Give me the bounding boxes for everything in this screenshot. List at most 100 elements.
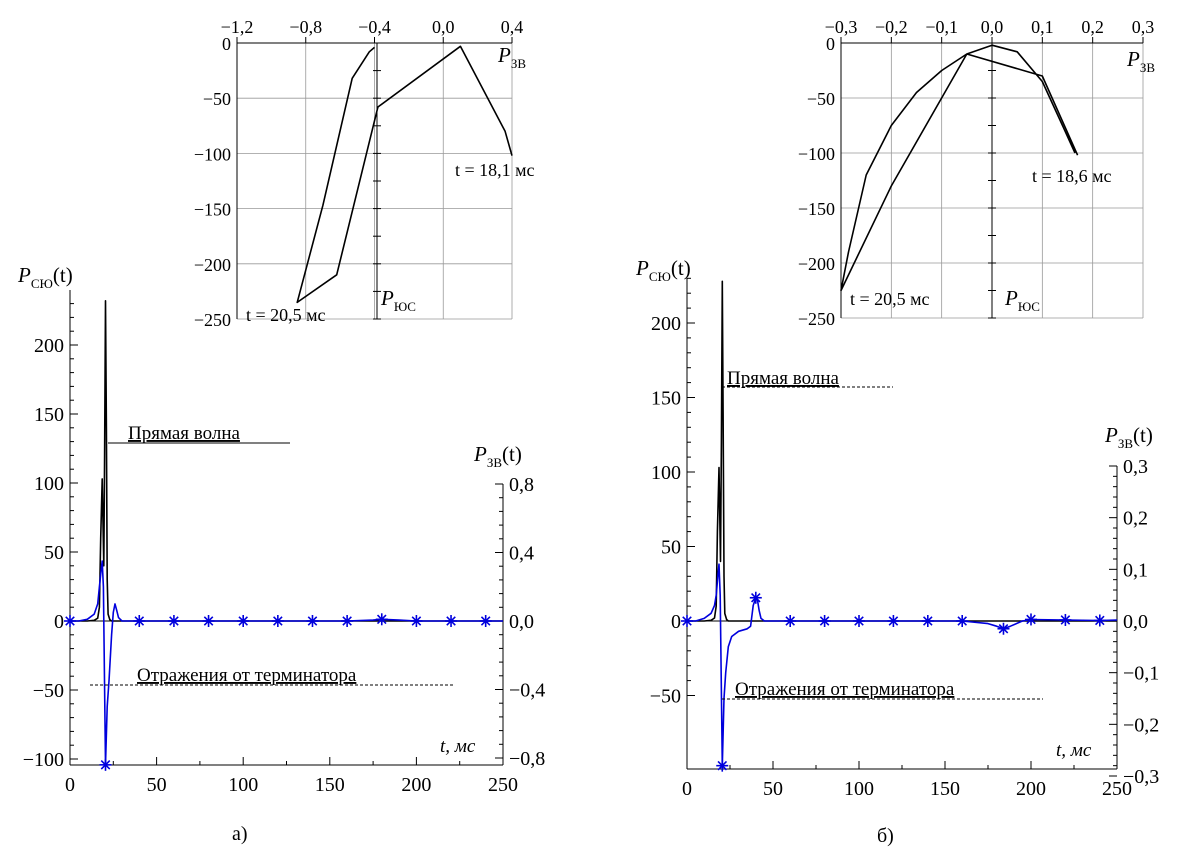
b-inset-trajectory — [840, 44, 1079, 292]
panel-a-annotation-reflect: Отражения от терминатора — [137, 665, 357, 686]
a-series-pzv-marker-stroke — [446, 616, 456, 626]
panel-a-inset-series — [296, 45, 513, 304]
a-ytick-label-left: −50 — [33, 680, 64, 702]
panel-b-inset-ylabel: PЮС — [1004, 286, 1040, 314]
a-ytick-label-right: −0,8 — [509, 748, 545, 770]
a-ytick-label-left: 100 — [34, 473, 64, 495]
a-series-pzv-marker — [271, 615, 284, 627]
panel-a-xlabel: t, мс — [440, 736, 476, 757]
a-xtick-label: 0 — [65, 774, 75, 796]
b-inset-xtick-label: −0,3 — [825, 17, 858, 37]
a-xtick-label: 100 — [228, 774, 258, 796]
panel-a-inset-ylabel: PЮС — [380, 286, 416, 314]
b-inset-xtick-label: 0,1 — [1031, 17, 1054, 37]
a-inset-xtick-label: −1,2 — [221, 17, 254, 37]
a-series-psyu-line — [70, 299, 503, 622]
b-series-pzv-marker-stroke — [819, 616, 830, 626]
b-ytick-label-left: 0 — [671, 611, 681, 633]
b-ytick-label-right: 0,3 — [1123, 456, 1148, 478]
a-ytick-label-left: 50 — [44, 542, 64, 564]
a-series-pzv-marker-stroke — [100, 760, 111, 770]
b-ytick-label-right: 0,2 — [1123, 508, 1148, 530]
panel-b-ylabel-left: PСЮ(t) — [635, 256, 691, 284]
b-series-pzv-marker — [749, 591, 762, 604]
panel-b-caption: б) — [877, 825, 894, 847]
panel-a-main-chart: 0 50 100 150 200 250 −100 −50 0 50 100 150 200 −0,8 −0… — [17, 263, 545, 845]
b-ytick-label-left: 100 — [651, 462, 681, 484]
a-inset-ytick-label: −50 — [203, 89, 231, 109]
panel-a-ylabel-left: PСЮ(t) — [17, 263, 73, 291]
b-inset-xtick-label: 0,3 — [1132, 17, 1155, 37]
a-series-pzv-marker — [99, 758, 112, 771]
b-inset-xtick-label: 0,2 — [1081, 17, 1104, 37]
a-ytick-label-left: 0 — [54, 611, 64, 633]
panel-b-inset-series — [840, 44, 1079, 292]
b-ytick-label-right: −0,3 — [1123, 766, 1159, 788]
b-xtick-label: 100 — [844, 778, 874, 800]
a-series-pzv-marker — [410, 615, 423, 627]
panel-a-annotation-direct: Прямая волна — [128, 423, 241, 444]
a-inset-ytick-label: −100 — [194, 144, 231, 164]
a-series-pzv-marker-stroke — [134, 616, 145, 626]
a-inset-xtick-label: 0,4 — [501, 17, 524, 37]
b-series-pzv-marker-stroke — [682, 616, 692, 626]
b-series-pzv-marker — [818, 615, 831, 627]
a-inset-ytick-label: −200 — [194, 255, 231, 275]
b-inset-xtick-label: −0,1 — [925, 17, 958, 37]
b-ytick-label-left: 50 — [661, 537, 681, 559]
a-series-pzv-marker — [341, 615, 354, 627]
a-series-pzv-marker-stroke — [238, 616, 249, 626]
panel-b-xlabel: t, мс — [1056, 740, 1092, 761]
b-series-pzv-marker-stroke — [1026, 614, 1036, 625]
b-inset-ytick-label: −250 — [798, 309, 835, 329]
a-xtick-label: 250 — [488, 774, 518, 796]
a-series-pzv-marker-stroke — [411, 616, 422, 626]
a-ytick-label-left: 200 — [34, 335, 64, 357]
b-series-pzv-marker — [997, 622, 1010, 635]
b-series-pzv-marker — [853, 615, 865, 627]
a-series-pzv-marker — [64, 615, 76, 627]
b-xtick-label: 50 — [763, 778, 783, 800]
b-ytick-label-right: 0,0 — [1123, 611, 1148, 633]
a-series-pzv-marker-stroke — [480, 616, 491, 626]
panel-b-inset-t-end-label: t = 20,5 мс — [850, 289, 930, 309]
panel-a-inset-ticks: −1,2 −0,8 −0,4 0,0 0,4 0 −50 −100 −150 −200 −250 — [194, 17, 523, 330]
b-series-pzv-marker — [956, 615, 969, 627]
panel-b-main-series — [681, 280, 1118, 772]
a-series-pzv-marker-stroke — [65, 616, 75, 626]
panel-a-inset: −1,2 −0,8 −0,4 0,0 0,4 0 −50 −100 −150 −200 −250 P… — [194, 17, 535, 330]
panel-b-main-axes: 0 50 100 150 200 250 −50 0 50 100 150 200 −0,3 −0,2 −0… — [650, 277, 1159, 800]
a-inset-trajectory — [296, 45, 513, 304]
panel-b-inset: −0,3 −0,2 −0,1 0,0 0,1 0,2 0,3 0 −50 −100 −150 −200… — [798, 17, 1155, 329]
a-ytick-label-left: −100 — [23, 749, 64, 771]
b-series-pzv-marker-stroke — [785, 616, 796, 626]
b-series-pzv-marker-stroke — [957, 616, 968, 626]
panel-b-annotation-reflect: Отражения от терминатора — [735, 679, 955, 700]
a-series-pzv-marker-stroke — [342, 616, 352, 626]
b-series-pzv-marker-stroke — [998, 623, 1009, 634]
b-inset-xtick-label: 0,0 — [981, 17, 1004, 37]
a-inset-xtick-label: −0,8 — [289, 17, 322, 37]
b-ytick-label-right: −0,1 — [1123, 663, 1159, 685]
b-ytick-label-right: 0,1 — [1123, 559, 1148, 581]
a-xtick-label: 150 — [315, 774, 345, 796]
panel-b-inset-xlabel: PЗВ — [1126, 47, 1155, 75]
a-series-pzv-marker-stroke — [273, 616, 283, 626]
b-xtick-label: 0 — [682, 778, 692, 800]
b-inset-ytick-label: −200 — [798, 254, 835, 274]
a-ytick-label-right: 0,4 — [509, 543, 534, 565]
a-series-pzv-marker-stroke — [203, 616, 214, 626]
a-xtick-label: 50 — [147, 774, 167, 796]
a-series-pzv-marker — [375, 613, 388, 626]
panel-b-ylabel-right: PЗВ(t) — [1104, 423, 1153, 451]
b-inset-ytick-label: −150 — [798, 199, 835, 219]
a-ytick-label-right: 0,0 — [509, 611, 534, 633]
panel-a-ylabel-right: PЗВ(t) — [473, 442, 522, 470]
b-series-pzv-marker-stroke — [854, 616, 864, 626]
panel-b-inset-t-start-label: t = 18,6 мс — [1032, 166, 1112, 186]
a-series-pzv-marker-stroke — [307, 616, 318, 626]
panel-a-inset-t-start-label: t = 18,1 мс — [455, 160, 535, 180]
panel-b-annotation-direct: Прямая волна — [727, 368, 840, 389]
a-inset-ytick-label: −250 — [194, 310, 231, 330]
